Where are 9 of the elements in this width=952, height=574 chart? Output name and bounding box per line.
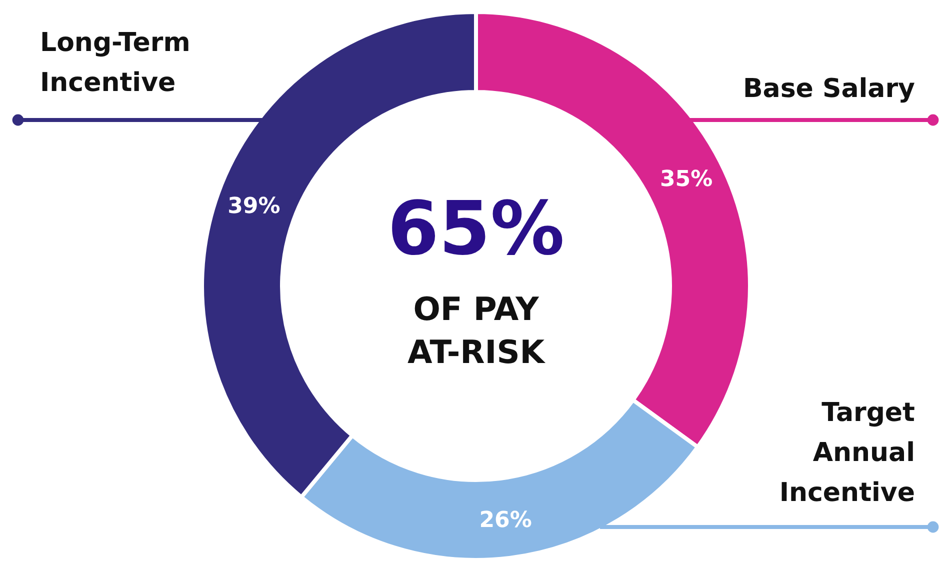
text: 65% (387, 186, 565, 272)
text: OF PAY (413, 290, 540, 328)
slice-label: Target Annual Incentive (779, 398, 915, 508)
slice-label: Long-Term Incentive (40, 28, 190, 98)
text: AT-RISK (407, 333, 546, 371)
slice-label: Base Salary (742, 74, 916, 104)
data-label: 26% (479, 508, 532, 534)
data-label: 35% (660, 166, 713, 192)
data-label: 39% (228, 194, 280, 220)
